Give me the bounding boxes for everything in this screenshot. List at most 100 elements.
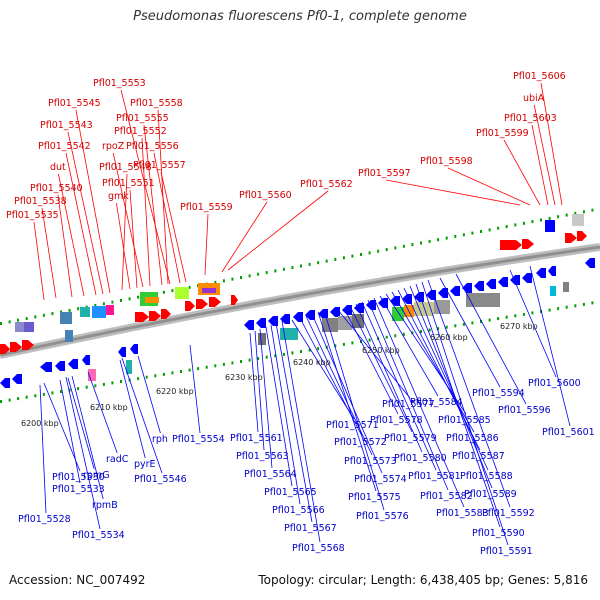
reverse-gene-arrow (55, 361, 65, 371)
forward-label-connector (57, 194, 73, 298)
reverse-gene-arrow (426, 290, 436, 300)
reverse-gene-arrow (510, 275, 520, 285)
reverse-tick-dot (385, 335, 388, 339)
forward-tick-dot (42, 313, 45, 317)
reverse-label-connector (137, 355, 161, 434)
reverse-label-connector (270, 324, 301, 505)
gene-domain-box (545, 220, 555, 232)
forward-gene-arrow (500, 240, 522, 250)
forward-tick-dot (462, 233, 465, 237)
reverse-tick-dot (188, 368, 191, 372)
reverse-gene-label: Pfl01_5586 (446, 433, 499, 444)
forward-gene-arrow (565, 233, 577, 243)
reverse-tick-dot (488, 318, 491, 322)
forward-tick-dot (102, 302, 105, 306)
reverse-tick-dot (137, 377, 140, 381)
gene-domain-box (24, 322, 34, 332)
forward-tick-dot (402, 244, 405, 248)
forward-label-connector (33, 221, 45, 301)
reverse-gene-label: Pfl01_5528 (18, 514, 71, 525)
forward-gene-arrow (22, 340, 34, 350)
reverse-gene-label: Pfl01_5546 (134, 474, 187, 485)
reverse-label-connector (281, 320, 321, 543)
gene-domain-box (202, 288, 216, 293)
forward-tick-dot (8, 320, 11, 324)
reverse-label-connector (43, 382, 81, 472)
forward-tick-dot (351, 254, 354, 258)
reverse-gene-arrow (280, 314, 290, 324)
forward-tick-dot (497, 226, 500, 230)
tick-label: 6250 kbp (362, 346, 400, 355)
reverse-label-connector (87, 371, 118, 454)
reverse-tick-dot (480, 320, 482, 323)
forward-gene-arrow (185, 301, 195, 311)
reverse-gene-label: rph (152, 434, 168, 445)
reverse-label-connector (323, 309, 385, 511)
reverse-gene-arrow (585, 258, 595, 268)
forward-label-connector (533, 104, 556, 206)
reverse-gene-label: Pfl01_5573 (344, 456, 397, 467)
reverse-gene-label: Pfl01_5575 (348, 492, 401, 503)
reverse-tick-dot (317, 347, 320, 351)
reverse-label-connector (355, 303, 423, 453)
forward-gene-label: Pfl01_5545 (48, 98, 101, 109)
reverse-tick-dot (34, 394, 37, 398)
reverse-gene-label: Pfl01_5534 (72, 530, 125, 541)
forward-tick-dot (248, 274, 251, 278)
reverse-gene-label: rpmG (83, 470, 110, 481)
reverse-label-connector (391, 291, 475, 433)
forward-tick-dot (265, 271, 268, 275)
forward-gene-label: Pfl01_5599 (476, 128, 529, 139)
reverse-gene-arrow (318, 309, 328, 319)
forward-label-connector (58, 173, 85, 297)
reverse-gene-label: Pfl01_5582 (420, 491, 473, 502)
reverse-tick-dot (462, 322, 465, 326)
map-title: Pseudomonas fluorescens Pf0-1, complete … (133, 9, 467, 24)
reverse-tick-dot (497, 317, 500, 321)
forward-tick-dot (188, 285, 191, 289)
reverse-tick-dot (180, 370, 182, 373)
gene-domain-box (563, 282, 569, 292)
reverse-label-connector (189, 344, 201, 434)
reverse-tick-dot (248, 358, 251, 362)
reverse-tick-dot (197, 367, 200, 371)
forward-tick-dot (257, 272, 260, 276)
reverse-tick-dot (68, 388, 71, 392)
reverse-gene-label: Pfl01_5572 (334, 437, 387, 448)
backbone-line (0, 245, 600, 357)
forward-label-connector (160, 171, 187, 283)
reverse-tick-dot (231, 361, 234, 365)
reverse-tick-dot (300, 350, 302, 353)
reverse-tick-dot (282, 352, 285, 356)
forward-gene-label: rpoZ (102, 141, 125, 152)
reverse-tick-dot (454, 324, 457, 328)
reverse-gene-arrow (130, 344, 138, 354)
forward-tick-dot (394, 246, 397, 250)
forward-tick-dot (94, 303, 97, 307)
reverse-tick-dot (274, 354, 277, 358)
gene-domain-box (280, 328, 298, 340)
tick-label: 6240 kbp (293, 358, 331, 367)
forward-gene-label: Pfl01_5557 (133, 160, 186, 171)
accession-text: Accession: NC_007492 (9, 573, 146, 587)
forward-tick-dot (128, 297, 131, 301)
forward-label-connector (153, 152, 181, 284)
reverse-label-connector (71, 375, 104, 500)
reverse-gene-arrow (450, 286, 460, 296)
reverse-tick-dot (171, 371, 174, 375)
reverse-gene-label: rpmB (92, 500, 118, 511)
reverse-tick-dot (77, 387, 80, 391)
forward-tick-dot (17, 318, 20, 322)
reverse-tick-dot (85, 385, 88, 389)
reverse-tick-dot (591, 301, 594, 305)
reverse-label-connector (254, 330, 265, 451)
gene-domain-box (392, 307, 404, 321)
reverse-gene-arrow (82, 355, 90, 365)
forward-gene-arrow (209, 297, 221, 307)
reverse-tick-dot (351, 341, 354, 345)
forward-gene-label: Pfl01_5552 (114, 126, 167, 137)
reverse-gene-arrow (548, 266, 556, 276)
reverse-label-connector (361, 301, 437, 471)
reverse-tick-dot (145, 375, 148, 379)
